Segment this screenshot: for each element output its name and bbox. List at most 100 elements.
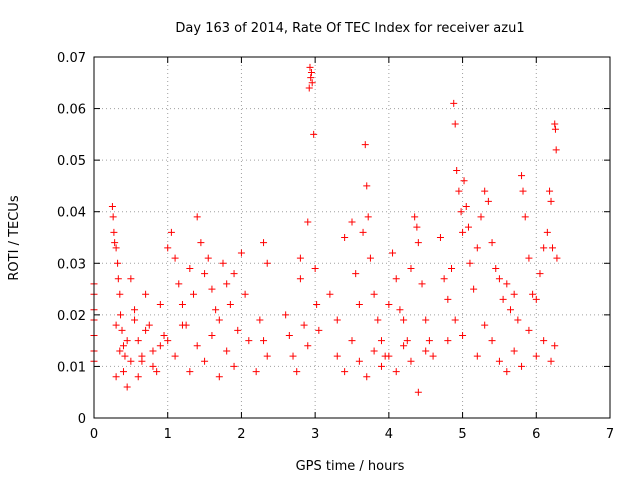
data-point: [110, 228, 118, 236]
data-point: [418, 280, 426, 288]
data-point: [551, 342, 559, 350]
data-point: [414, 388, 422, 396]
data-points: [90, 63, 561, 396]
data-point: [532, 352, 540, 360]
data-point: [260, 239, 268, 247]
data-point: [364, 213, 372, 221]
data-point: [134, 337, 142, 345]
data-point: [116, 347, 124, 355]
data-point: [121, 352, 129, 360]
data-point: [109, 213, 117, 221]
data-point: [450, 99, 458, 107]
data-point: [392, 368, 400, 376]
data-point: [260, 337, 268, 345]
data-point: [425, 337, 433, 345]
data-point: [473, 352, 481, 360]
data-point: [111, 239, 119, 247]
data-point: [495, 275, 503, 283]
data-point: [385, 352, 393, 360]
data-point: [234, 326, 242, 334]
data-point: [546, 187, 554, 195]
data-point: [543, 228, 551, 236]
data-point: [201, 270, 209, 278]
data-point: [440, 275, 448, 283]
y-tick-label: 0.03: [57, 257, 86, 272]
data-point: [459, 228, 467, 236]
data-point: [341, 234, 349, 241]
data-point: [117, 311, 125, 319]
data-point: [193, 342, 201, 350]
data-point: [308, 79, 316, 87]
data-point: [311, 264, 319, 272]
x-tick-label: 0: [90, 427, 98, 442]
data-point: [296, 254, 304, 262]
data-point: [171, 254, 179, 262]
data-point: [131, 316, 139, 324]
data-point: [230, 362, 238, 370]
data-point: [341, 368, 349, 376]
data-point: [149, 362, 157, 370]
data-point: [481, 321, 489, 329]
data-point: [252, 368, 260, 376]
data-point: [190, 290, 198, 298]
data-point: [464, 223, 472, 231]
data-point: [193, 213, 201, 221]
data-point: [149, 347, 157, 355]
x-tick-label: 2: [237, 427, 245, 442]
data-point: [119, 368, 127, 376]
grid-layer: [94, 57, 610, 418]
data-point: [355, 301, 363, 309]
data-point: [540, 244, 548, 252]
data-point: [127, 275, 135, 283]
data-point: [514, 316, 522, 324]
data-point: [459, 331, 467, 339]
data-point: [307, 74, 315, 82]
data-point: [237, 249, 245, 257]
data-point: [118, 326, 126, 334]
data-point: [164, 337, 172, 345]
data-point: [436, 234, 444, 241]
data-point: [488, 337, 496, 345]
data-point: [470, 285, 478, 293]
data-point: [552, 146, 560, 154]
chart-title: Day 163 of 2014, Rate Of TEC Index for r…: [175, 21, 524, 36]
data-point: [414, 239, 422, 247]
data-point: [529, 290, 537, 298]
data-point: [366, 254, 374, 262]
data-point: [304, 342, 312, 350]
data-point: [178, 301, 186, 309]
data-point: [407, 357, 415, 365]
y-tick-label: 0.01: [57, 360, 86, 375]
data-point: [256, 316, 264, 324]
data-point: [285, 331, 293, 339]
data-point: [306, 63, 314, 71]
data-point: [377, 362, 385, 370]
data-point: [300, 321, 308, 329]
data-point: [551, 125, 559, 133]
y-tick-label: 0.02: [57, 309, 86, 324]
data-point: [352, 270, 360, 278]
data-point: [156, 301, 164, 309]
data-point: [521, 213, 529, 221]
data-point: [370, 290, 378, 298]
data-point: [348, 337, 356, 345]
data-point: [510, 290, 518, 298]
data-point: [503, 368, 511, 376]
data-point: [400, 316, 408, 324]
data-point: [503, 280, 511, 288]
data-point: [223, 280, 231, 288]
y-axis-label: ROTI / TECUs: [7, 195, 22, 280]
data-point: [310, 130, 318, 138]
data-point: [153, 368, 161, 376]
data-point: [407, 264, 415, 272]
data-point: [451, 120, 459, 128]
data-point: [363, 182, 371, 190]
data-point: [348, 218, 356, 226]
data-point: [547, 357, 555, 365]
data-point: [138, 352, 146, 360]
data-point: [392, 275, 400, 283]
data-point: [361, 141, 369, 149]
data-point: [127, 357, 135, 365]
data-point: [377, 337, 385, 345]
y-tick-label: 0.05: [57, 154, 86, 169]
